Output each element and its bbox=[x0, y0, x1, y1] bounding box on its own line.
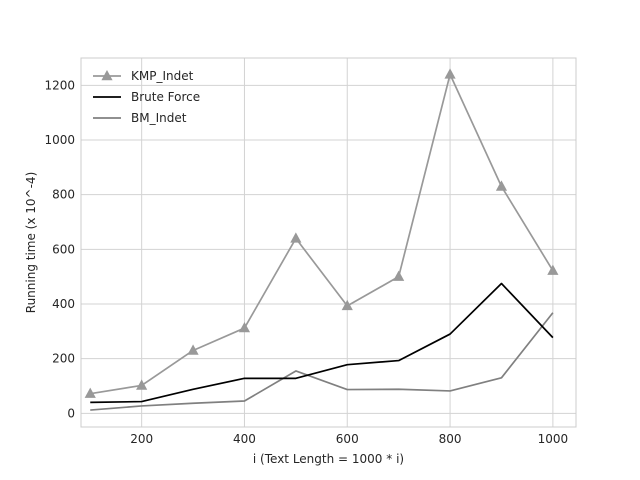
series-line-bm-indet bbox=[90, 312, 554, 411]
series-lines bbox=[84, 68, 559, 411]
y-tick-label: 1200 bbox=[44, 78, 75, 92]
legend-item-bm-indet: BM_Indet bbox=[93, 111, 187, 125]
x-axis-label: i (Text Length = 1000 * i) bbox=[253, 452, 404, 466]
y-tick-label: 0 bbox=[67, 406, 75, 420]
x-tick-label: 600 bbox=[336, 432, 359, 446]
series-bm-indet bbox=[90, 312, 554, 411]
legend-label: KMP_Indet bbox=[131, 69, 194, 83]
x-tick-labels: 200 400 600 800 1000 bbox=[130, 432, 568, 446]
x-tick-label: 400 bbox=[233, 432, 256, 446]
y-tick-label: 200 bbox=[52, 352, 75, 366]
x-tick-label: 200 bbox=[130, 432, 153, 446]
data-point bbox=[393, 270, 405, 281]
legend-label: Brute Force bbox=[131, 90, 200, 104]
data-point bbox=[136, 379, 148, 390]
x-tick-label: 1000 bbox=[538, 432, 569, 446]
series-line-brute-force bbox=[90, 282, 554, 404]
legend-label: BM_Indet bbox=[131, 111, 187, 125]
data-point bbox=[238, 322, 251, 333]
data-point bbox=[444, 68, 456, 79]
legend-item-kmp-indet: KMP_Indet bbox=[93, 69, 194, 83]
data-point bbox=[290, 232, 302, 243]
y-tick-label: 600 bbox=[52, 242, 75, 256]
y-tick-label: 800 bbox=[52, 188, 75, 202]
plot-frame bbox=[80, 57, 577, 428]
legend-item-brute-force: Brute Force bbox=[93, 90, 200, 104]
y-tick-labels: 0 200 400 600 800 1000 1200 bbox=[44, 78, 75, 420]
series-kmp-indet bbox=[84, 68, 559, 398]
legend: KMP_Indet Brute Force BM_Indet bbox=[93, 69, 200, 125]
data-point bbox=[341, 299, 353, 311]
y-axis-label: Running time (x 10^-4) bbox=[24, 172, 38, 313]
data-point bbox=[547, 264, 559, 275]
data-point bbox=[84, 387, 96, 398]
series-line-kmp-indet bbox=[90, 73, 554, 395]
grid-lines bbox=[81, 58, 576, 427]
series-brute-force bbox=[90, 282, 554, 404]
data-point bbox=[187, 344, 199, 355]
data-point bbox=[495, 180, 508, 191]
legend-marker bbox=[101, 69, 113, 81]
y-tick-label: 400 bbox=[52, 297, 75, 311]
y-tick-label: 1000 bbox=[44, 133, 75, 147]
x-tick-label: 800 bbox=[439, 432, 462, 446]
